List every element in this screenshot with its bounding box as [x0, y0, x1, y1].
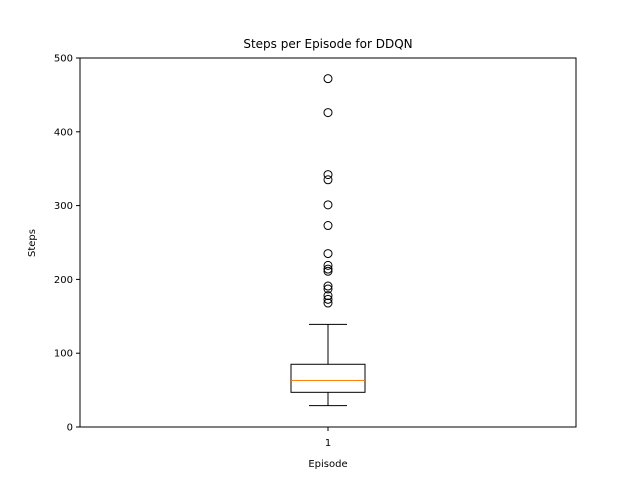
outlier-point [323, 170, 333, 180]
y-tick-label: 200 [54, 275, 73, 286]
y-tick-label: 500 [54, 54, 73, 65]
box-series [290, 74, 366, 407]
outlier-point [323, 249, 333, 259]
chart-title: Steps per Episode for DDQN [243, 37, 412, 51]
outlier-point [323, 264, 333, 274]
y-tick-label: 100 [54, 349, 73, 360]
outlier-point [323, 298, 333, 308]
y-tick-label: 0 [67, 423, 73, 434]
iqr-box [290, 363, 366, 393]
box-group [290, 74, 366, 407]
outlier-point [323, 200, 333, 210]
outlier-point [323, 221, 333, 231]
outlier-point [323, 108, 333, 118]
y-axis: 0 100 200 300 400 500 [54, 54, 80, 434]
y-axis-label: Steps [27, 229, 38, 257]
outlier-point [323, 291, 333, 301]
outlier-point [323, 266, 333, 276]
outlier-point [323, 284, 333, 294]
x-tick-label: 1 [325, 438, 331, 449]
outlier-point [323, 175, 333, 185]
x-axis: 1 [325, 427, 331, 449]
outlier-point [323, 260, 333, 270]
outlier-point [323, 74, 333, 84]
outlier-point [323, 281, 333, 291]
x-axis-label: Episode [308, 459, 347, 470]
y-tick-label: 300 [54, 201, 73, 212]
y-tick-label: 400 [54, 127, 73, 138]
plot-area [79, 57, 577, 428]
outlier-point [323, 294, 333, 304]
